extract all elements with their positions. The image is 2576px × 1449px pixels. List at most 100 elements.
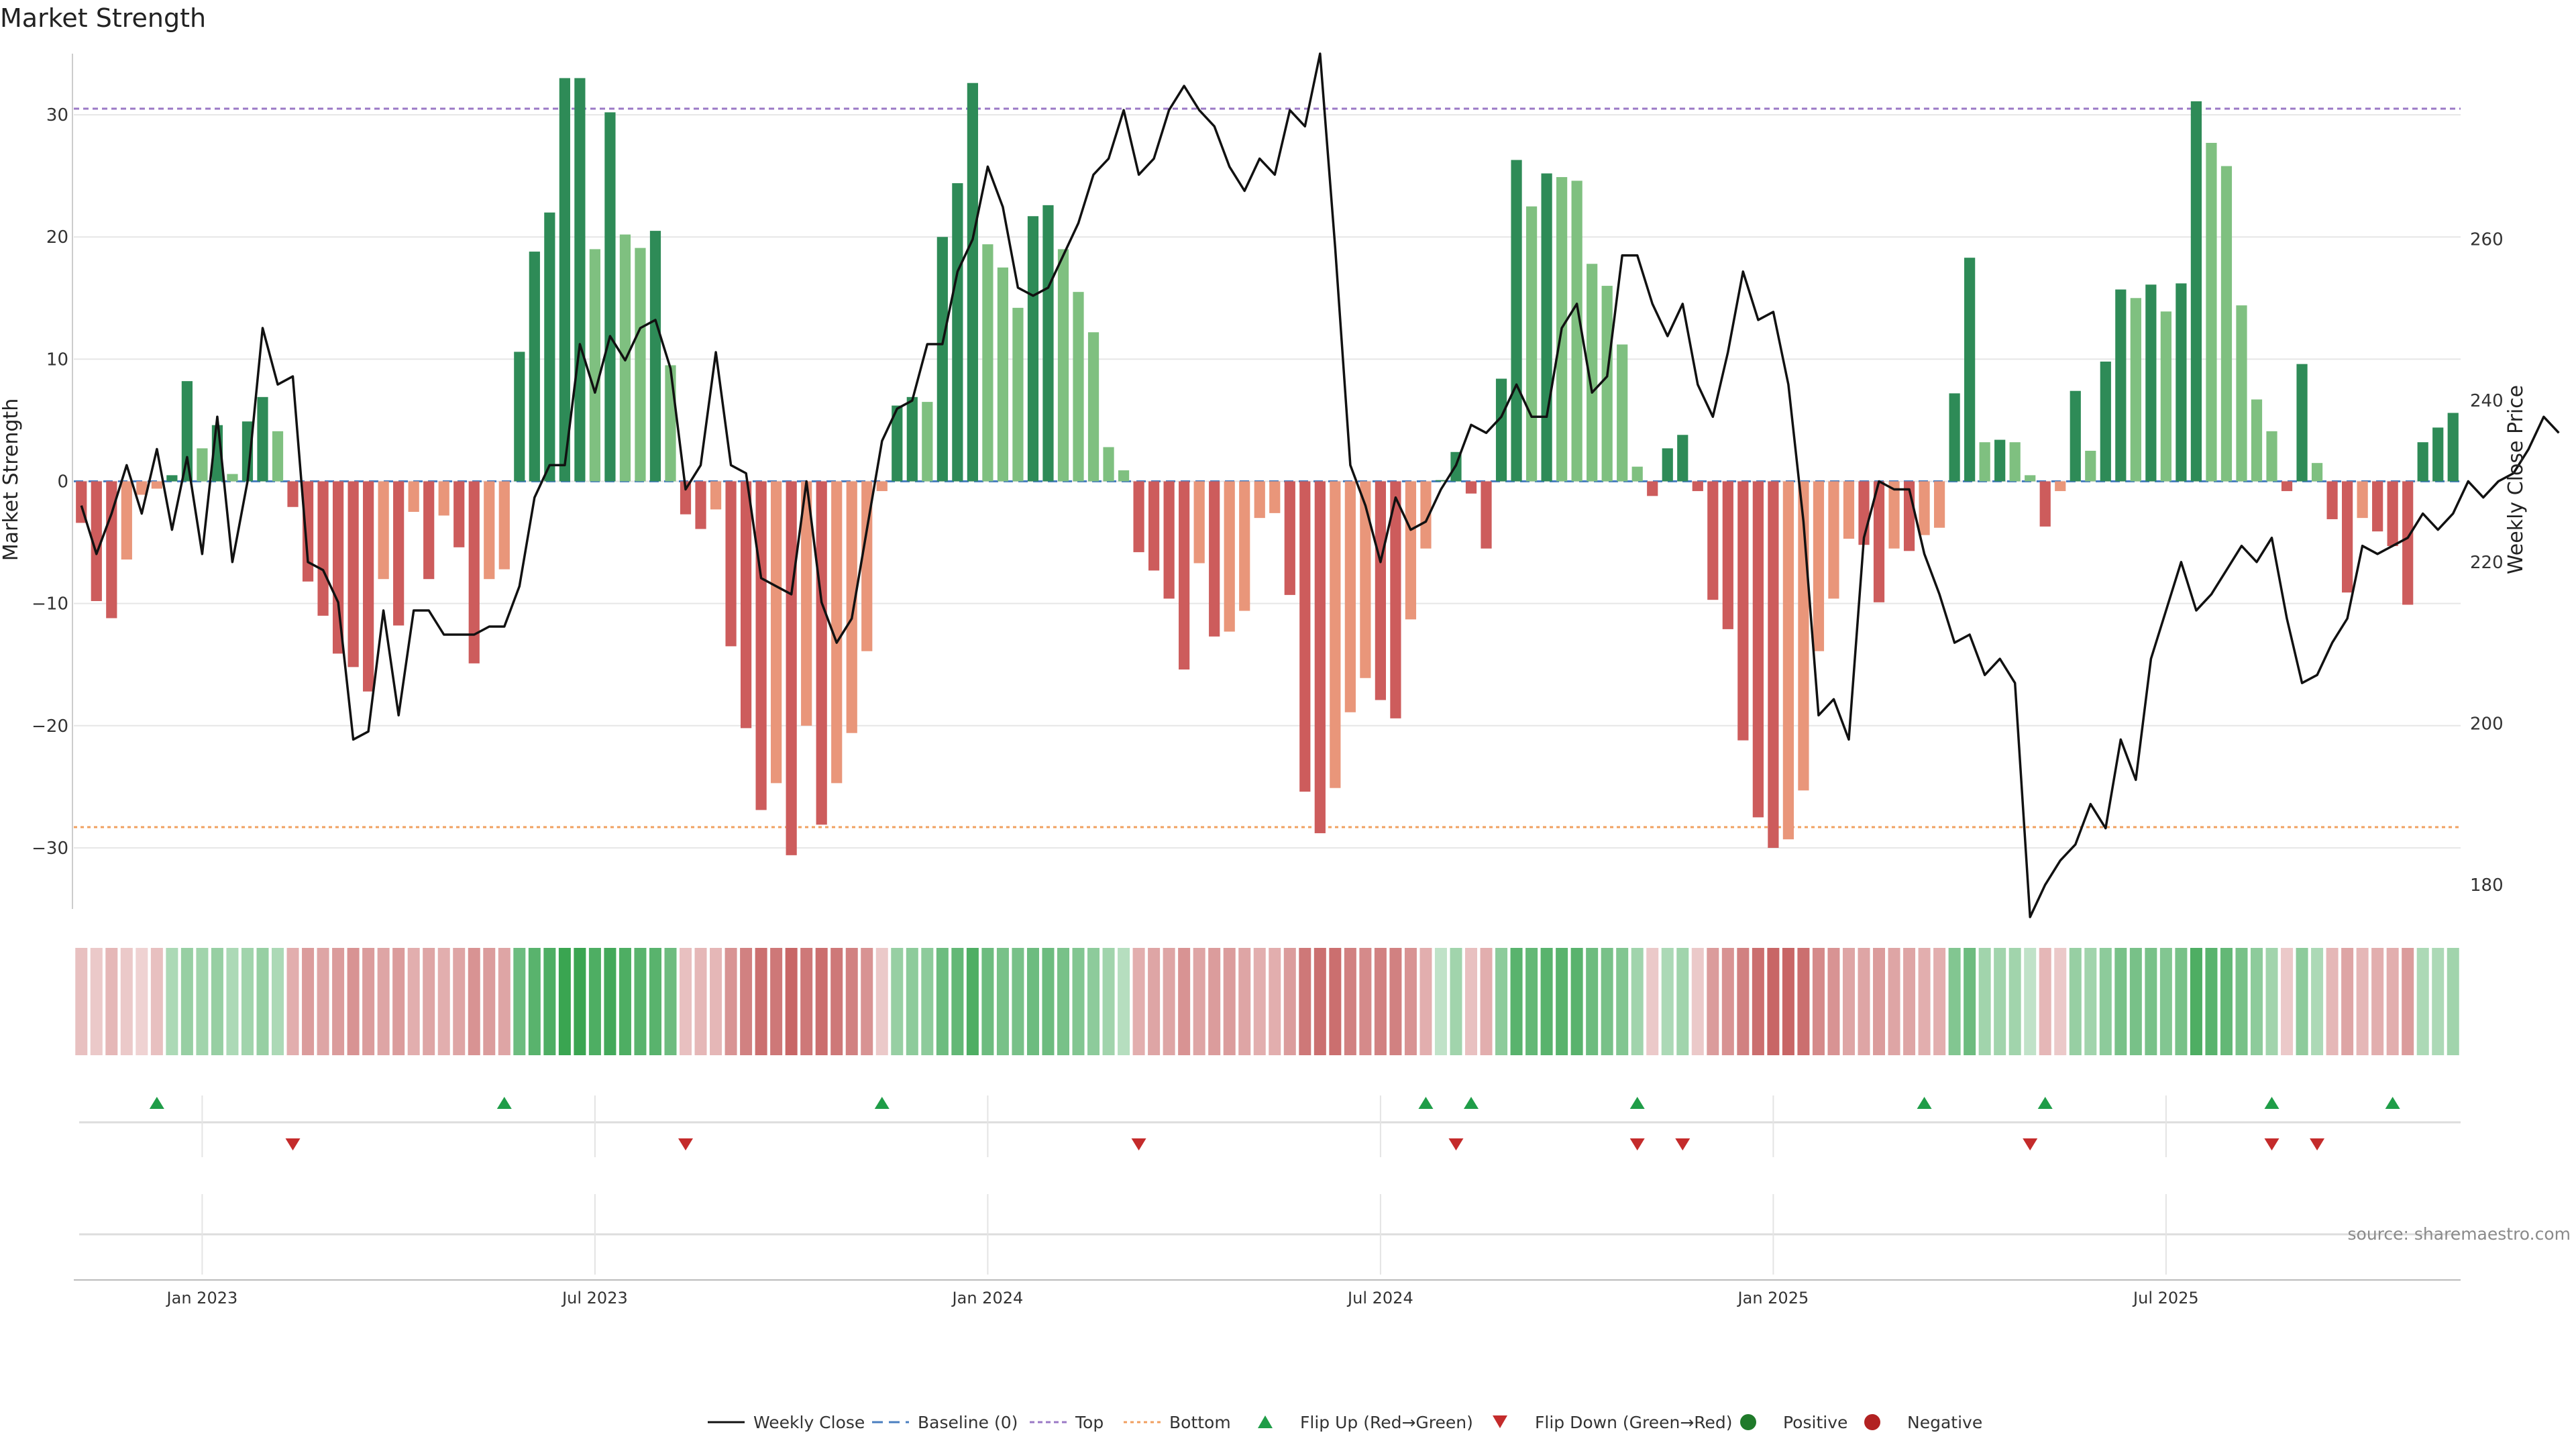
- y-tick-label: 10: [46, 350, 68, 370]
- strength-bar: [544, 212, 555, 482]
- legend-item-negative: Negative: [1864, 1413, 1982, 1432]
- regime-cell: [2326, 948, 2339, 1055]
- regime-cell: [1676, 948, 1689, 1055]
- strength-bar: [2266, 431, 2277, 482]
- regime-cell: [2432, 948, 2445, 1055]
- regime-cell: [453, 948, 466, 1055]
- legend-label: Baseline (0): [918, 1413, 1018, 1432]
- flip-down-marker: [678, 1138, 694, 1150]
- strength-bar: [2220, 166, 2233, 482]
- strength-bar: [1057, 249, 1069, 482]
- regime-cell: [1450, 948, 1462, 1055]
- strength-bar: [1919, 481, 1930, 535]
- strength-bar: [227, 474, 238, 482]
- strength-bar: [1360, 481, 1371, 678]
- regime-cell: [2039, 948, 2051, 1055]
- regime-cell: [861, 948, 873, 1055]
- flip-up-marker: [2037, 1097, 2053, 1109]
- y2-tick-label: 180: [2470, 875, 2504, 896]
- strength-bar: [2417, 442, 2428, 482]
- regime-cell: [347, 948, 360, 1055]
- regime-cell: [498, 948, 511, 1055]
- strength-bar: [1042, 205, 1054, 482]
- strength-bar: [1103, 447, 1114, 482]
- strength-bar: [936, 237, 948, 482]
- strength-bar: [1677, 435, 1688, 482]
- regime-cell: [921, 948, 934, 1055]
- regime-cell: [90, 948, 103, 1055]
- strength-bar: [725, 481, 737, 647]
- strength-bar: [892, 405, 903, 482]
- strength-bar: [2326, 481, 2338, 519]
- regime-cell: [1873, 948, 1886, 1055]
- regime-cell: [483, 948, 496, 1055]
- regime-cell: [1253, 948, 1266, 1055]
- strength-bar: [1525, 206, 1538, 482]
- regime-cell: [1374, 948, 1387, 1055]
- flip-up-marker: [1917, 1097, 1932, 1109]
- strength-bar: [2372, 481, 2383, 532]
- regime-cell: [2145, 948, 2157, 1055]
- regime-cell: [604, 948, 616, 1055]
- regime-cell: [619, 948, 631, 1055]
- source-note: source: sharemaestro.com: [2348, 1224, 2571, 1244]
- strength-bar: [1163, 481, 1175, 599]
- strength-bar: [121, 481, 132, 560]
- legend-swatch-positive: [1740, 1414, 1756, 1430]
- regime-cell: [302, 948, 315, 1055]
- regime-cell: [574, 948, 586, 1055]
- regime-cell: [936, 948, 949, 1055]
- regime-cell: [1223, 948, 1236, 1055]
- strength-bar: [347, 481, 359, 667]
- strength-bar: [574, 78, 586, 482]
- strength-bar: [166, 475, 178, 482]
- strength-bar: [1012, 307, 1024, 482]
- strength-bar: [2100, 362, 2111, 482]
- flip-down-marker: [1675, 1138, 1690, 1150]
- strength-bar: [771, 481, 782, 784]
- strength-bar: [635, 248, 646, 482]
- legend-label: Positive: [1783, 1413, 1847, 1432]
- strength-bar: [1647, 481, 1658, 496]
- strength-bar: [1692, 481, 1703, 492]
- regime-cell: [150, 948, 163, 1055]
- regime-cell: [1661, 948, 1674, 1055]
- y-tick-label: 0: [57, 472, 68, 492]
- strength-bar: [1073, 292, 1084, 482]
- strength-bar: [1239, 481, 1250, 611]
- reference-lines: [74, 107, 2461, 828]
- strength-bar: [1148, 481, 1160, 571]
- y2-axis-label: Weekly Close Price: [2504, 385, 2528, 574]
- strength-bar: [1405, 481, 1417, 620]
- regime-cell: [2447, 948, 2459, 1055]
- chart-title: Market Strength: [0, 3, 206, 33]
- regime-cell: [362, 948, 375, 1055]
- strength-bar: [2432, 427, 2444, 482]
- regime-cell: [2386, 948, 2399, 1055]
- flip-down-marker: [1629, 1138, 1645, 1150]
- strength-bars: [76, 78, 2459, 855]
- regime-cell: [2296, 948, 2308, 1055]
- legend-label: Flip Down (Green→Red): [1535, 1413, 1733, 1432]
- regime-cell: [906, 948, 918, 1055]
- strength-bar: [1118, 470, 1130, 482]
- flip-up-marker: [149, 1097, 164, 1109]
- regime-cell: [166, 948, 178, 1055]
- y-tick-label: 20: [46, 227, 68, 248]
- y-axis-label: Market Strength: [0, 398, 23, 561]
- strength-bar: [363, 481, 374, 692]
- regime-cell: [1283, 948, 1296, 1055]
- strength-bar: [906, 396, 918, 482]
- flip-markers: [79, 1097, 2461, 1236]
- strength-bar: [468, 481, 480, 663]
- strength-bar: [2085, 450, 2096, 482]
- strength-bar: [181, 381, 193, 482]
- regime-cell: [2416, 948, 2429, 1055]
- x-tick-label: Jul 2025: [2132, 1289, 2199, 1307]
- strength-bar: [106, 481, 117, 619]
- y2-tick-label: 200: [2470, 714, 2504, 734]
- strength-bar: [257, 396, 268, 482]
- legend-label: Top: [1075, 1413, 1104, 1432]
- regime-cell: [1132, 948, 1145, 1055]
- flip-down-marker: [2023, 1138, 2038, 1150]
